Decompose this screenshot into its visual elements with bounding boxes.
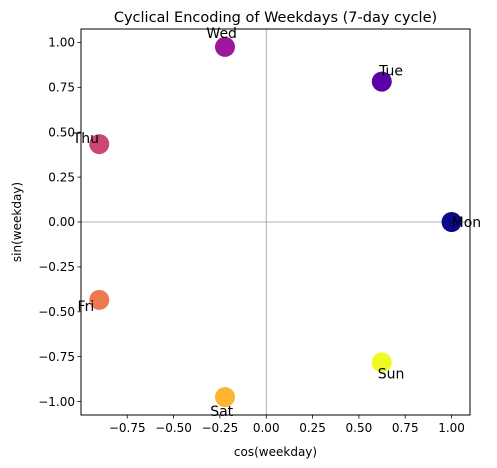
y-tick-label: −0.50 xyxy=(38,305,75,319)
y-tick-label: 0.50 xyxy=(48,125,75,139)
point-label-wed: Wed xyxy=(206,26,237,42)
point-thu xyxy=(89,134,110,155)
x-tick-label: 0.50 xyxy=(346,421,373,435)
point-sun xyxy=(371,352,392,373)
y-tick-label: 0.00 xyxy=(48,215,75,229)
point-label-mon: Mon xyxy=(452,215,482,231)
point-wed xyxy=(214,36,235,57)
y-tick-label: −1.00 xyxy=(38,395,75,409)
y-tick-label: 0.75 xyxy=(48,81,75,95)
point-label-sun: Sun xyxy=(378,367,405,383)
data-points xyxy=(89,36,462,408)
y-tick-label: 0.25 xyxy=(48,170,75,184)
point-labels: Mon Tue Wed Thu Fri Sat Sun xyxy=(72,26,481,420)
point-tue xyxy=(371,71,392,92)
point-label-sat: Sat xyxy=(210,404,233,420)
y-axis-label: sin(weekday) xyxy=(10,182,24,262)
x-axis-label: cos(weekday) xyxy=(234,445,317,459)
reference-lines xyxy=(81,29,470,415)
point-mon xyxy=(441,212,462,232)
x-tick-label: 0.25 xyxy=(299,421,326,435)
point-sat xyxy=(214,387,235,408)
y-axis-ticks: −1.00 −0.75 −0.50 −0.25 0.00 0.25 0.50 0.75 1.00 xyxy=(38,36,81,409)
point-fri xyxy=(89,289,110,310)
x-tick-label: −0.75 xyxy=(109,421,146,435)
x-tick-label: 1.00 xyxy=(438,421,465,435)
point-label-tue: Tue xyxy=(378,63,403,79)
y-tick-label: −0.75 xyxy=(38,350,75,364)
chart-title: Cyclical Encoding of Weekdays (7-day cyc… xyxy=(114,10,437,26)
x-tick-label: 0.00 xyxy=(253,421,280,435)
x-tick-label: 0.75 xyxy=(392,421,419,435)
y-tick-label: −0.25 xyxy=(38,260,75,274)
x-tick-label: −0.25 xyxy=(202,421,239,435)
y-tick-label: 1.00 xyxy=(48,36,75,50)
x-tick-label: −0.50 xyxy=(155,421,192,435)
point-label-fri: Fri xyxy=(78,299,95,315)
point-label-thu: Thu xyxy=(72,131,99,147)
x-axis-ticks: −0.75 −0.50 −0.25 0.00 0.25 0.50 0.75 1.00 xyxy=(109,415,465,435)
